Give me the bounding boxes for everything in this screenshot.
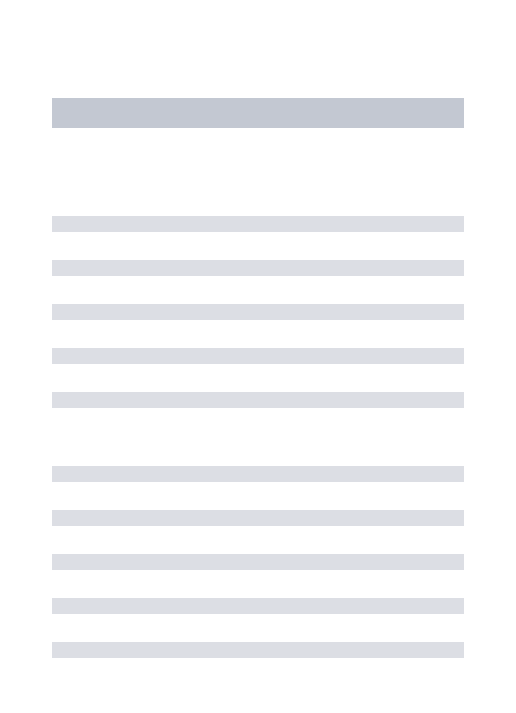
skeleton-line bbox=[52, 598, 464, 614]
skeleton-line bbox=[52, 554, 464, 570]
skeleton-line bbox=[52, 348, 464, 364]
skeleton-line bbox=[52, 392, 464, 408]
skeleton-line bbox=[52, 642, 464, 658]
skeleton-line bbox=[52, 510, 464, 526]
skeleton-line bbox=[52, 260, 464, 276]
skeleton-line bbox=[52, 304, 464, 320]
skeleton-group-gap bbox=[52, 436, 464, 466]
skeleton-line bbox=[52, 466, 464, 482]
skeleton-line bbox=[52, 216, 464, 232]
skeleton-header bbox=[52, 98, 464, 128]
